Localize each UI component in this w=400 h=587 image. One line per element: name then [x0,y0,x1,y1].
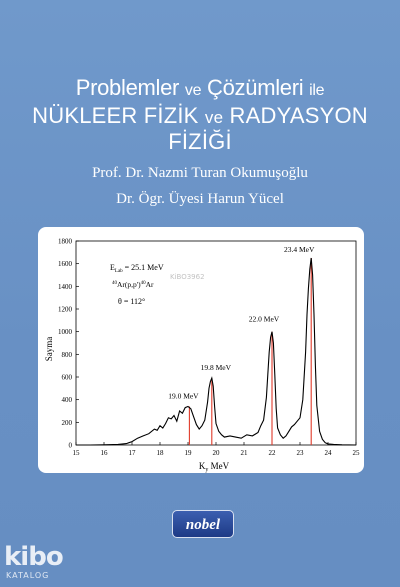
y-tick-label: 1400 [58,283,73,291]
x-axis-label: Ky MeV [199,461,230,473]
annotation-theta: θ = 112° [118,297,145,306]
chart-peak-labels: 19.0 MeV 19.8 MeV 22.0 MeV 23.4 MeV [168,245,315,400]
x-tick-label: 17 [129,449,137,457]
peak-label: 19.8 MeV [201,363,232,372]
title-word-cozumleri: Çözümleri [207,75,304,100]
x-tick-label: 23 [297,449,305,457]
chart-peak-lines [188,258,312,445]
x-tick-label: 18 [157,449,165,457]
y-axis-label: Sayma [44,337,54,362]
title-phrase-radyasyon-fizigi: RADYASYON FİZİĞİ [168,103,368,154]
y-tick-label: 600 [62,374,73,382]
title-word-ve: ve [184,82,202,99]
annotation-elab: ELab = 25.1 MeV [110,263,164,274]
annotation-reaction: 40Ar(p,p')40Ar [112,280,154,289]
peak-label: 23.4 MeV [284,245,315,254]
y-tick-label: 800 [62,351,73,359]
y-tick-label: 200 [62,419,73,427]
kibo-watermark-logo: kibo [4,542,64,572]
x-tick-label: 24 [325,449,333,457]
y-tick-label: 1000 [58,328,73,336]
chart-ticks: 15 16 17 18 19 20 21 22 23 24 25 0 200 400 600 800 1000 1… [58,238,360,458]
title-line-2: NÜKLEER FİZİK ve RADYASYON FİZİĞİ [0,103,400,155]
author-1: Prof. Dr. Nazmi Turan Okumuşoğlu [92,165,308,181]
publisher-logo: nobel [172,510,234,538]
chart-panel: 15 16 17 18 19 20 21 22 23 24 25 0 200 400 600 800 1000 1… [38,227,364,473]
y-tick-label: 1800 [58,238,73,246]
x-tick-label: 21 [241,449,249,457]
y-tick-label: 1600 [58,260,73,268]
author-2: Dr. Ögr. Üyesi Harun Yücel [116,191,284,207]
title-phrase-nukleer-fizik: NÜKLEER FİZİK [32,103,199,128]
title-line-1: Problemler ve Çözümleri ile [0,75,400,101]
peak-label: 22.0 MeV [249,315,280,324]
y-tick-label: 1200 [58,306,73,314]
x-tick-label: 15 [73,449,81,457]
x-tick-label: 25 [353,449,361,457]
spectrum-series-line [76,257,357,446]
x-tick-label: 20 [213,449,221,457]
x-tick-label: 16 [101,449,109,457]
x-tick-label: 19 [185,449,193,457]
y-tick-label: 0 [69,442,73,450]
spectrum-chart: 15 16 17 18 19 20 21 22 23 24 25 0 200 400 600 800 1000 1… [44,238,360,474]
title-word-problemler: Problemler [75,75,180,100]
kibo-watermark-sub: KATALOG [6,571,50,580]
peak-label: 19.0 MeV [168,391,199,400]
title-word-ile: ile [309,82,325,99]
x-tick-label: 22 [269,449,277,457]
watermark-id: KiBO3962 [170,273,205,281]
y-tick-label: 400 [62,396,73,404]
title-word-ve-2: ve [204,108,224,127]
